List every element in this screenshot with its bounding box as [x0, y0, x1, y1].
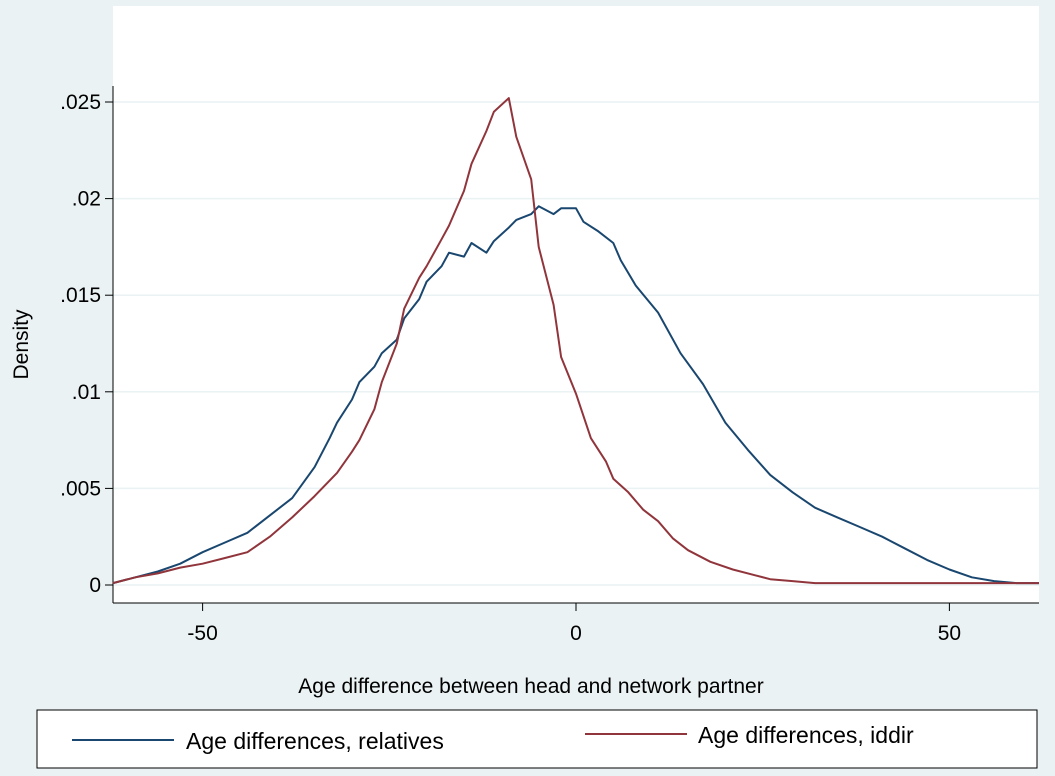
series-line-relatives [112, 205, 1039, 585]
y-axis-title: Density [10, 309, 33, 380]
x-axis-title: Age difference between head and network … [298, 675, 763, 698]
y-tick-label: .005 [60, 477, 101, 500]
y-tick-label: 0 [89, 574, 101, 597]
series-line-iddir [112, 97, 1039, 585]
x-tick-label: 0 [570, 622, 582, 645]
legend-box [36, 709, 1038, 769]
y-tick-label: .025 [60, 91, 101, 114]
y-tick-label: .02 [72, 188, 101, 211]
legend-label-relatives: Age differences, relatives [186, 728, 444, 754]
legend: Age differences, relatives Age differenc… [36, 709, 1038, 769]
plot-area [113, 6, 1039, 603]
legend-label-iddir: Age differences, iddir [698, 722, 914, 748]
y-tick-label: .01 [72, 381, 101, 404]
y-tick-label: .015 [60, 284, 101, 307]
x-tick-label: -50 [187, 622, 217, 645]
axes: 0 .005 .01 .015 .02 .025 -50 0 50 [60, 86, 1039, 645]
series-lines [112, 97, 1039, 585]
x-tick-label: 50 [938, 622, 961, 645]
